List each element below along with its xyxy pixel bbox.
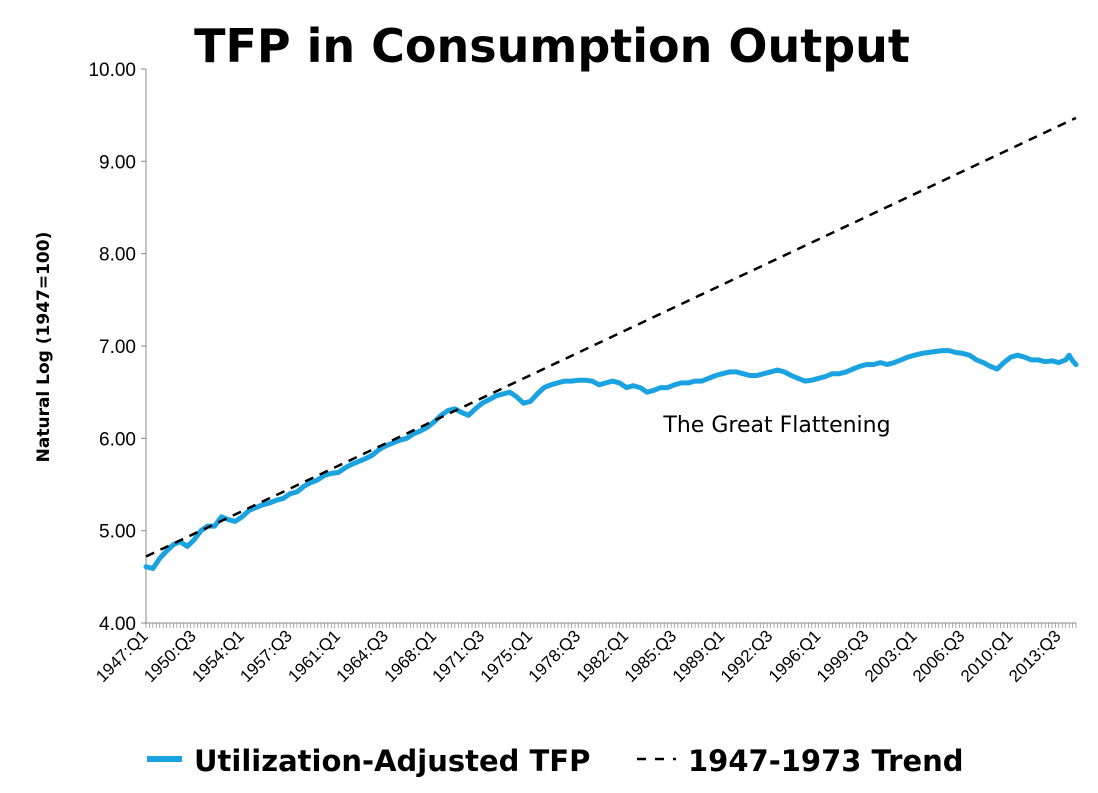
x-tick-label: 1992:Q3 bbox=[717, 626, 777, 686]
x-tick-label: 1971:Q3 bbox=[429, 626, 489, 686]
x-tick-label: 1989:Q1 bbox=[669, 626, 729, 686]
x-tick-label: 1978:Q3 bbox=[525, 626, 585, 686]
y-tick-label: 7.00 bbox=[99, 337, 136, 358]
annotation-great-flattening: The Great Flattening bbox=[662, 413, 890, 438]
legend: Utilization-Adjusted TFP 1947-1973 Trend bbox=[147, 744, 964, 778]
x-tick-label: 1975:Q1 bbox=[477, 626, 537, 686]
legend-label-trend: 1947-1973 Trend bbox=[688, 744, 964, 778]
x-tick-label: 2010:Q1 bbox=[957, 626, 1017, 686]
x-axis: 1947:Q11950:Q31954:Q11957:Q31961:Q11964:… bbox=[92, 622, 1077, 686]
x-tick-label: 1999:Q3 bbox=[813, 626, 873, 686]
y-tick-label: 10.00 bbox=[88, 60, 136, 81]
x-tick-label: 1982:Q1 bbox=[573, 626, 633, 686]
legend-label-tfp: Utilization-Adjusted TFP bbox=[194, 744, 590, 778]
series-group bbox=[143, 116, 1079, 571]
x-tick-label: 1957:Q3 bbox=[236, 626, 296, 686]
x-tick-label: 2003:Q1 bbox=[861, 626, 921, 686]
y-tick-label: 6.00 bbox=[99, 429, 136, 450]
x-tick-label: 1954:Q1 bbox=[188, 626, 248, 686]
x-tick-label: 1947:Q1 bbox=[92, 626, 152, 686]
chart-title: TFP in Consumption Output bbox=[194, 19, 910, 73]
x-tick-label: 2006:Q3 bbox=[909, 626, 969, 686]
series-line-1947-1973-trend bbox=[145, 116, 1077, 558]
y-tick-label: 8.00 bbox=[99, 245, 136, 266]
y-axis: 4.00 5.00 6.00 7.00 8.00 9.00 10.00 bbox=[88, 60, 147, 635]
x-tick-label: 1961:Q1 bbox=[284, 626, 344, 686]
y-axis-label: Natural Log (1947=100) bbox=[34, 232, 54, 463]
x-tick-label: 1968:Q1 bbox=[381, 626, 441, 686]
x-tick-label: 1964:Q3 bbox=[332, 626, 392, 686]
y-tick-label: 9.00 bbox=[99, 152, 136, 173]
x-tick-label: 1985:Q3 bbox=[621, 626, 681, 686]
x-tick-label: 2013:Q3 bbox=[1005, 626, 1065, 686]
x-tick-label: 1996:Q1 bbox=[765, 626, 825, 686]
y-tick-label: 4.00 bbox=[99, 614, 136, 635]
series-line-utilization-adjusted-tfp bbox=[143, 348, 1079, 571]
x-tick-label: 1950:Q3 bbox=[140, 626, 200, 686]
y-tick-label: 5.00 bbox=[99, 522, 136, 543]
